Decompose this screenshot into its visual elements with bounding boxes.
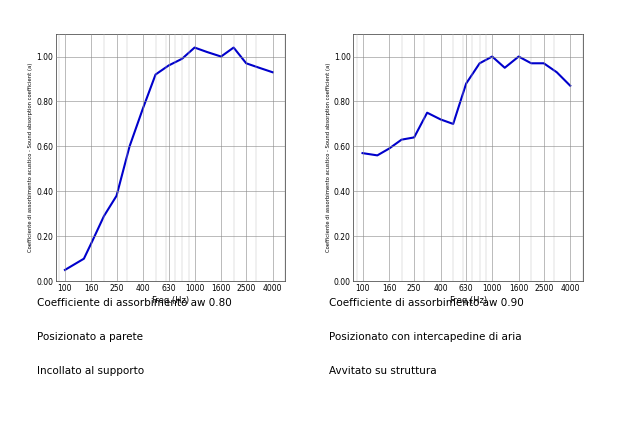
Y-axis label: Coefficiente di assorbimento acustico - Sound absorption coefficient (a): Coefficiente di assorbimento acustico - …	[29, 63, 33, 252]
X-axis label: Freq.(Hz): Freq.(Hz)	[151, 296, 190, 305]
Text: Coefficiente di assorbimento aw 0.80: Coefficiente di assorbimento aw 0.80	[37, 298, 232, 308]
Y-axis label: Coefficiente di assorbimento acustico - Sound absorption coefficient (a): Coefficiente di assorbimento acustico - …	[326, 63, 331, 252]
Text: Posizionato con intercapedine di aria: Posizionato con intercapedine di aria	[329, 332, 521, 342]
X-axis label: Freq.(Hz): Freq.(Hz)	[449, 296, 487, 305]
Text: Avvitato su struttura: Avvitato su struttura	[329, 366, 436, 376]
Text: Coefficiente di assorbimento aw 0.90: Coefficiente di assorbimento aw 0.90	[329, 298, 523, 308]
Text: Posizionato a parete: Posizionato a parete	[37, 332, 143, 342]
Text: Incollato al supporto: Incollato al supporto	[37, 366, 144, 376]
